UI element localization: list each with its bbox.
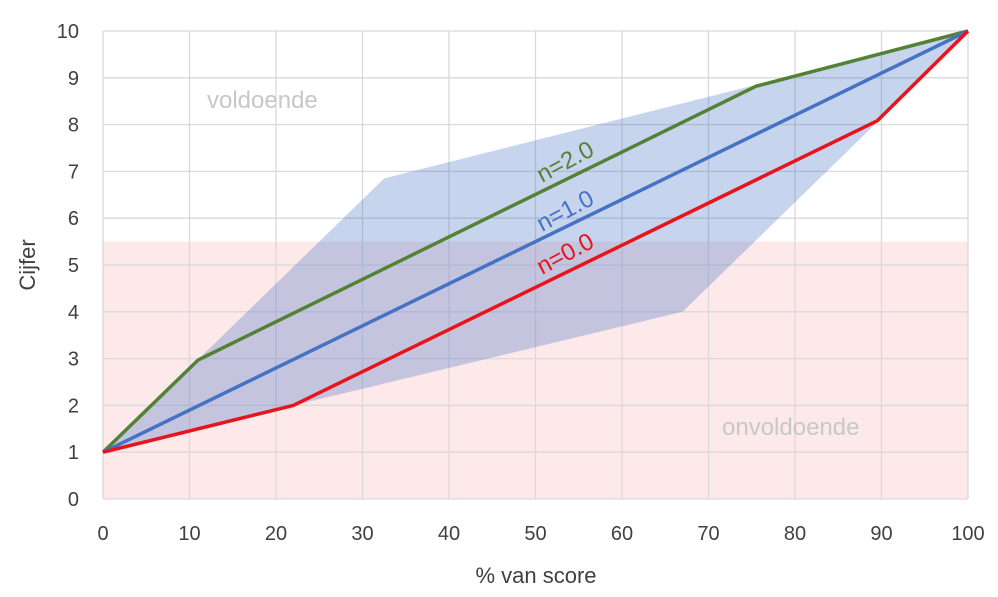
y-tick-label: 8 [68, 115, 79, 137]
y-tick-label: 7 [68, 161, 79, 183]
x-tick-label: 40 [438, 523, 460, 545]
x-tick-label: 90 [870, 523, 892, 545]
series-line [102, 29, 969, 454]
x-tick-label: 100 [951, 523, 984, 545]
y-tick-label: 4 [68, 302, 79, 324]
x-tick-label: 70 [697, 523, 719, 545]
y-tick-label: 0 [68, 489, 79, 511]
gridlines [102, 30, 969, 500]
series-line [102, 29, 970, 454]
x-tick-label: 20 [265, 523, 287, 545]
y-tick-label: 9 [68, 68, 79, 90]
x-tick-label: 10 [178, 523, 200, 545]
x-tick-label: 0 [97, 523, 108, 545]
x-tick-label: 50 [524, 523, 546, 545]
series-layer [101, 29, 970, 454]
y-axis-ticks: 0 1 2 3 4 5 6 7 8 9 10 [57, 21, 79, 511]
y-tick-label: 6 [68, 208, 79, 230]
x-axis-ticks: 0 10 20 30 40 50 60 70 80 90 100 [97, 523, 984, 545]
y-tick-label: 3 [68, 349, 79, 371]
region-label-onvoldoende: onvoldoende [722, 414, 859, 441]
region-label-voldoende: voldoende [207, 87, 318, 114]
x-tick-label: 80 [784, 523, 806, 545]
y-tick-label: 2 [68, 395, 79, 417]
y-tick-label: 1 [68, 442, 79, 464]
series-line [101, 29, 969, 454]
x-tick-label: 30 [351, 523, 373, 545]
y-tick-label: 10 [57, 21, 79, 43]
y-axis-title: Cijfer [15, 239, 40, 290]
y-tick-label: 5 [68, 255, 79, 277]
x-axis-title: % van score [475, 563, 596, 588]
x-tick-label: 60 [611, 523, 633, 545]
